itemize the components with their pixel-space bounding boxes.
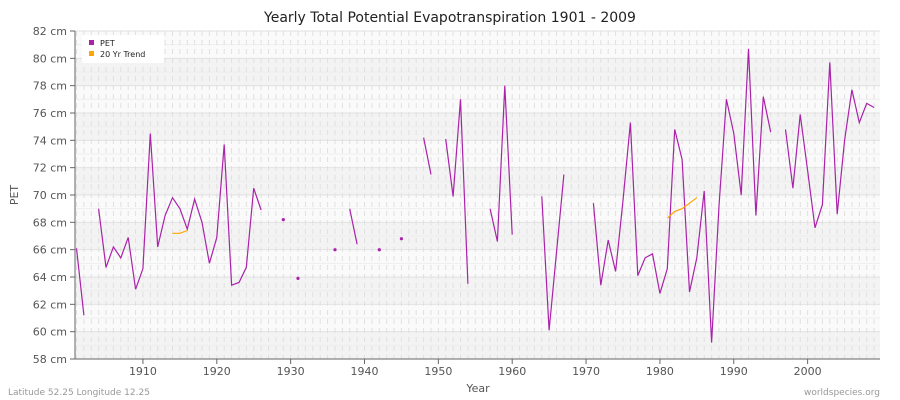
pet-line-segment <box>98 133 262 290</box>
x-tick-label: 1980 <box>646 365 674 378</box>
y-tick-label: 62 cm <box>33 298 67 311</box>
y-tick-label: 80 cm <box>33 52 67 65</box>
y-tick-label: 74 cm <box>33 134 67 147</box>
legend-box <box>82 35 164 63</box>
y-tick-label: 82 cm <box>33 25 67 38</box>
trend-line-segment <box>172 229 188 234</box>
legend-label-pet: PET <box>100 39 115 48</box>
data-point <box>377 248 381 252</box>
pet-line-segment <box>445 99 469 284</box>
y-tick-label: 68 cm <box>33 216 67 229</box>
x-tick-label: 1990 <box>720 365 748 378</box>
marks <box>75 48 875 343</box>
x-tick-label: 1940 <box>351 365 379 378</box>
y-tick-label: 76 cm <box>33 107 67 120</box>
y-tick-label: 66 cm <box>33 244 67 257</box>
data-point <box>281 218 285 222</box>
y-tick-label: 78 cm <box>33 80 67 93</box>
x-tick-label: 1910 <box>129 365 157 378</box>
pet-line-segment <box>784 62 875 228</box>
y-tick-label: 72 cm <box>33 162 67 175</box>
y-tick-label: 64 cm <box>33 271 67 284</box>
y-tick-label: 70 cm <box>33 189 67 202</box>
pet-line-segment <box>75 248 85 316</box>
trend-line-segment <box>666 197 698 219</box>
footer-source: worldspecies.org <box>804 388 880 398</box>
pet-line-segment <box>423 137 432 175</box>
x-tick-label: 1930 <box>277 365 305 378</box>
x-tick-label: 1950 <box>424 365 452 378</box>
legend-label-trend: 20 Yr Trend <box>100 50 145 59</box>
axes: 58 cm 60 cm 62 cm 64 cm 66 cm 68 cm 70 cm 72 cm… <box>33 25 880 378</box>
legend-swatch-pet <box>89 40 94 45</box>
pet-line-segment <box>541 174 565 331</box>
pet-line-segment <box>592 48 772 343</box>
data-point <box>296 276 300 280</box>
legend: PET 20 Yr Trend <box>82 35 164 63</box>
legend-swatch-trend <box>89 51 94 56</box>
x-tick-label: 1970 <box>572 365 600 378</box>
pet-line-segment <box>489 85 513 242</box>
data-point <box>399 237 403 241</box>
y-axis-label: PET <box>8 185 21 206</box>
x-tick-label: 1920 <box>203 365 231 378</box>
y-tick-label: 60 cm <box>33 326 67 339</box>
pet-line-segment <box>349 208 358 245</box>
y-tick-label: 58 cm <box>33 353 67 366</box>
x-tick-label: 1960 <box>498 365 526 378</box>
data-point <box>333 248 337 252</box>
x-axis-label: Year <box>465 382 490 395</box>
grid <box>75 30 880 360</box>
x-tick-label: 2000 <box>794 365 822 378</box>
chart-title: Yearly Total Potential Evapotranspiratio… <box>263 10 636 26</box>
footer-location: Latitude 52.25 Longitude 12.25 <box>8 388 150 398</box>
